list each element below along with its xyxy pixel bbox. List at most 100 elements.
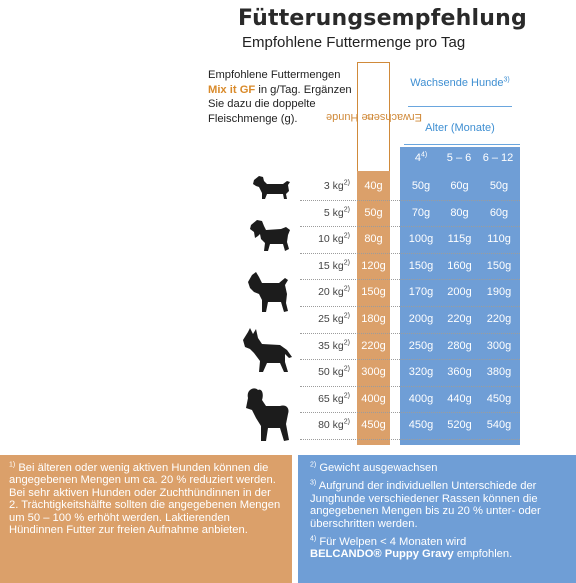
- growing-column-header: Wachsende Hunde3): [404, 76, 516, 89]
- weight-value: 80 kg: [318, 419, 344, 432]
- weight-value: 35 kg: [318, 339, 344, 352]
- amount-cell: 150g: [408, 259, 434, 272]
- age-column-6-12: 6 – 12: [482, 152, 514, 164]
- weight-label: 35 kg2): [300, 339, 350, 352]
- dachshund-icon: [253, 176, 290, 199]
- weight-label: 15 kg2): [300, 259, 350, 272]
- footnote-marker: 2): [310, 461, 317, 469]
- amount-cell: 50g: [489, 180, 509, 192]
- amount-cell: 180g: [361, 313, 386, 325]
- weight-note: 2): [343, 339, 350, 347]
- amount-cell: 190g: [486, 286, 512, 299]
- amount-cell: 450g: [408, 419, 434, 432]
- product-name: Mix it GF: [208, 83, 256, 96]
- amount-cell: 80g: [450, 206, 469, 219]
- weight-note: 2): [343, 259, 350, 267]
- row-divider: [300, 332, 520, 334]
- amount-cell: 50g: [364, 206, 383, 219]
- amount-cell: 170g: [408, 286, 434, 299]
- shepherd-icon: [243, 328, 292, 372]
- amount-cell: 120g: [361, 259, 386, 272]
- growing-column-band: [400, 147, 520, 445]
- terrier-icon: [248, 272, 288, 312]
- amount-cell: 200g: [408, 313, 434, 325]
- weight-note: 2): [343, 392, 350, 400]
- amount-cell: 220g: [361, 339, 386, 352]
- age-column-4: 44): [402, 151, 440, 164]
- page-subtitle: Empfohlene Futtermenge pro Tag: [242, 34, 466, 51]
- amount-cell: 400g: [408, 392, 434, 405]
- page-title: Fütterungsempfehlung: [238, 6, 527, 31]
- amount-cell: 70g: [411, 206, 431, 219]
- amount-cell: 150g: [361, 286, 386, 299]
- weight-note: 2): [343, 365, 350, 373]
- amount-cell: 360g: [447, 366, 472, 379]
- footnotes-right: 2) Gewicht ausgewachsen 3) Aufgrund der …: [298, 455, 576, 583]
- amount-cell: 520g: [447, 419, 472, 432]
- weight-note: 2): [343, 418, 350, 426]
- amount-cell: 380g: [486, 366, 512, 379]
- amount-cell: 540g: [486, 419, 512, 432]
- footnote-2: 2) Gewicht ausgewachsen: [310, 461, 568, 474]
- amount-cell: 440g: [447, 392, 472, 405]
- row-divider: [300, 199, 520, 201]
- age-column-5-6: 5 – 6: [446, 152, 472, 164]
- row-divider: [300, 385, 520, 387]
- age-header: Alter (Monate): [425, 122, 495, 134]
- growing-header-label: Wachsende Hunde: [410, 77, 504, 89]
- amount-cell: 50g: [411, 180, 431, 192]
- weight-label: 3 kg2): [300, 179, 350, 193]
- row-divider: [300, 359, 520, 361]
- row-divider: [300, 226, 520, 228]
- footnote-marker: 4): [310, 535, 317, 543]
- weight-value: 65 kg: [318, 392, 344, 405]
- amount-cell: 110g: [487, 233, 511, 246]
- amount-cell: 220g: [447, 313, 472, 325]
- amount-cell: 60g: [489, 206, 509, 219]
- amount-cell: 400g: [361, 392, 386, 405]
- weight-label: 20 kg2): [300, 285, 350, 299]
- weight-value: 10 kg: [318, 233, 344, 246]
- intro-text: Empfohlene Futtermengen Mix it GF in g/T…: [208, 68, 354, 126]
- footnote-marker: 1): [9, 461, 16, 469]
- divider: [404, 144, 520, 145]
- footnote-3: 3) Aufgrund der individuellen Unterschie…: [310, 480, 568, 530]
- adult-column-header: Erwachsene Hunde 1): [325, 62, 422, 172]
- weight-value: 5 kg: [323, 206, 344, 219]
- amount-cell: 80g: [364, 233, 383, 246]
- weight-label: 50 kg2): [300, 365, 350, 379]
- weight-label: 65 kg2): [300, 392, 350, 405]
- amount-cell: 60g: [450, 180, 469, 192]
- weight-label: 5 kg2): [300, 206, 350, 219]
- weight-label: 25 kg2): [300, 313, 350, 326]
- spaniel-icon: [250, 220, 290, 251]
- intro-part1: Empfohlene Futtermengen: [208, 69, 341, 81]
- brand-name: BELCANDO® Puppy Gravy: [310, 548, 454, 561]
- footnote-4: 4) Für Welpen < 4 Monaten wird BELCANDO® …: [310, 535, 568, 561]
- amount-cell: 320g: [408, 366, 434, 379]
- footnote-1: 1) Bei älteren oder wenig aktiven Hunden…: [0, 455, 292, 583]
- weight-note: 2): [343, 232, 350, 240]
- footnote-text: Für Welpen < 4 Monaten wird: [319, 536, 467, 549]
- row-divider: [300, 412, 520, 414]
- adult-column-band: [357, 171, 390, 445]
- age-note: 4): [420, 151, 428, 159]
- amount-cell: 200g: [447, 286, 472, 299]
- weight-note: 2): [343, 285, 350, 293]
- amount-cell: 280g: [447, 339, 472, 352]
- amount-cell: 160g: [447, 259, 472, 272]
- footnote-text: Gewicht ausgewachsen: [319, 462, 438, 474]
- row-divider: [300, 439, 520, 440]
- age-label: 4: [414, 152, 421, 164]
- weight-value: 20 kg: [318, 286, 344, 299]
- weight-label: 80 kg2): [300, 418, 350, 432]
- footnote-marker: 3): [310, 479, 317, 487]
- amount-cell: 250g: [408, 339, 434, 352]
- amount-cell: 450g: [361, 419, 386, 432]
- amount-cell: 100g: [408, 233, 434, 246]
- weight-note: 2): [343, 179, 350, 187]
- amount-cell: 450g: [486, 392, 512, 405]
- footnote-text: Aufgrund der individuellen Unterschiede …: [310, 480, 541, 530]
- weight-note: 2): [343, 206, 350, 214]
- row-divider: [300, 306, 520, 307]
